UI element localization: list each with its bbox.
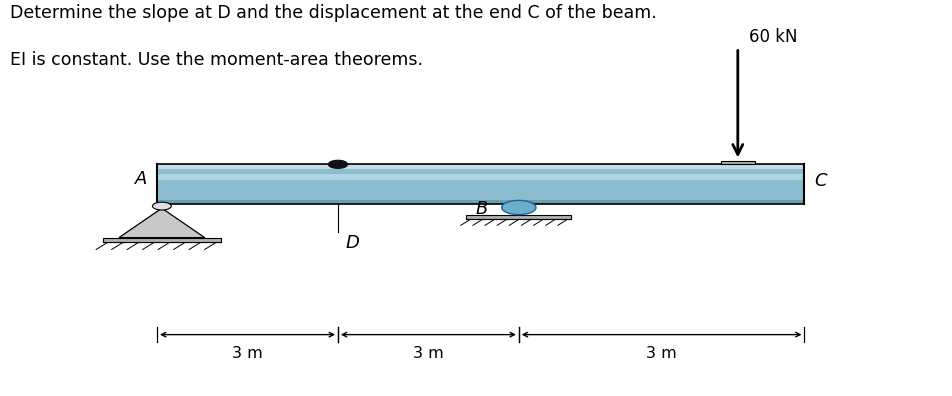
- Text: 60 kN: 60 kN: [749, 28, 798, 46]
- Polygon shape: [721, 161, 755, 164]
- Circle shape: [152, 202, 171, 210]
- Text: Determine the slope at D and the displacement at the end C of the beam.: Determine the slope at D and the displac…: [10, 4, 656, 22]
- Polygon shape: [103, 238, 221, 242]
- Polygon shape: [157, 200, 804, 204]
- Polygon shape: [157, 174, 804, 180]
- Text: 3 m: 3 m: [232, 346, 263, 361]
- Polygon shape: [466, 215, 571, 219]
- Circle shape: [328, 160, 347, 168]
- Text: 3 m: 3 m: [413, 346, 444, 361]
- Polygon shape: [157, 164, 804, 204]
- Circle shape: [502, 200, 536, 215]
- Text: B: B: [476, 200, 488, 219]
- Text: 3 m: 3 m: [646, 346, 677, 361]
- Text: C: C: [814, 172, 826, 190]
- Text: EI is constant. Use the moment-area theorems.: EI is constant. Use the moment-area theo…: [10, 51, 423, 69]
- Text: A: A: [135, 170, 148, 188]
- Polygon shape: [157, 164, 804, 169]
- Text: D: D: [346, 234, 360, 251]
- Polygon shape: [119, 208, 205, 238]
